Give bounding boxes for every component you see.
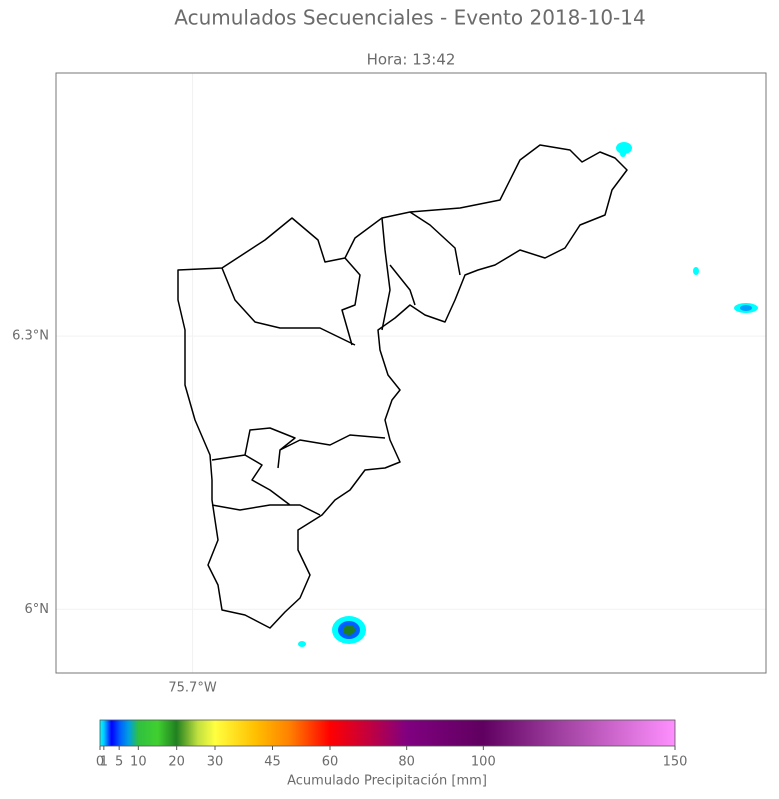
region-outline bbox=[177, 144, 628, 629]
colorbar-tick-label: 20 bbox=[168, 755, 185, 770]
y-tick-label: 6.3°N bbox=[12, 329, 49, 344]
title: Acumulados Secuenciales - Evento 2018-10… bbox=[174, 6, 645, 30]
colorbar-tick-label: 80 bbox=[398, 755, 415, 770]
colorbar-tick-label: 1 bbox=[100, 755, 108, 770]
colorbar-label: Acumulado Precipitación [mm] bbox=[287, 774, 487, 789]
map-frame bbox=[55, 72, 767, 674]
colorbar-tick-label: 45 bbox=[264, 755, 281, 770]
colorbar-tick-label: 100 bbox=[471, 755, 496, 770]
colorbar-tick-label: 60 bbox=[322, 755, 339, 770]
colorbar-tick-label: 0 bbox=[96, 755, 104, 770]
grid bbox=[56, 73, 766, 673]
colorbar-tick-label: 10 bbox=[130, 755, 147, 770]
subtitle: Hora: 13:42 bbox=[367, 51, 456, 69]
y-tick-label: 6°N bbox=[25, 602, 50, 617]
x-tick-label: 75.7°W bbox=[168, 681, 216, 696]
colorbar-tick-label: 30 bbox=[207, 755, 224, 770]
colorbar bbox=[99, 719, 676, 747]
precipitation-field bbox=[298, 142, 758, 647]
colorbar-tick-label: 5 bbox=[115, 755, 123, 770]
colorbar-tick-label: 150 bbox=[663, 755, 688, 770]
